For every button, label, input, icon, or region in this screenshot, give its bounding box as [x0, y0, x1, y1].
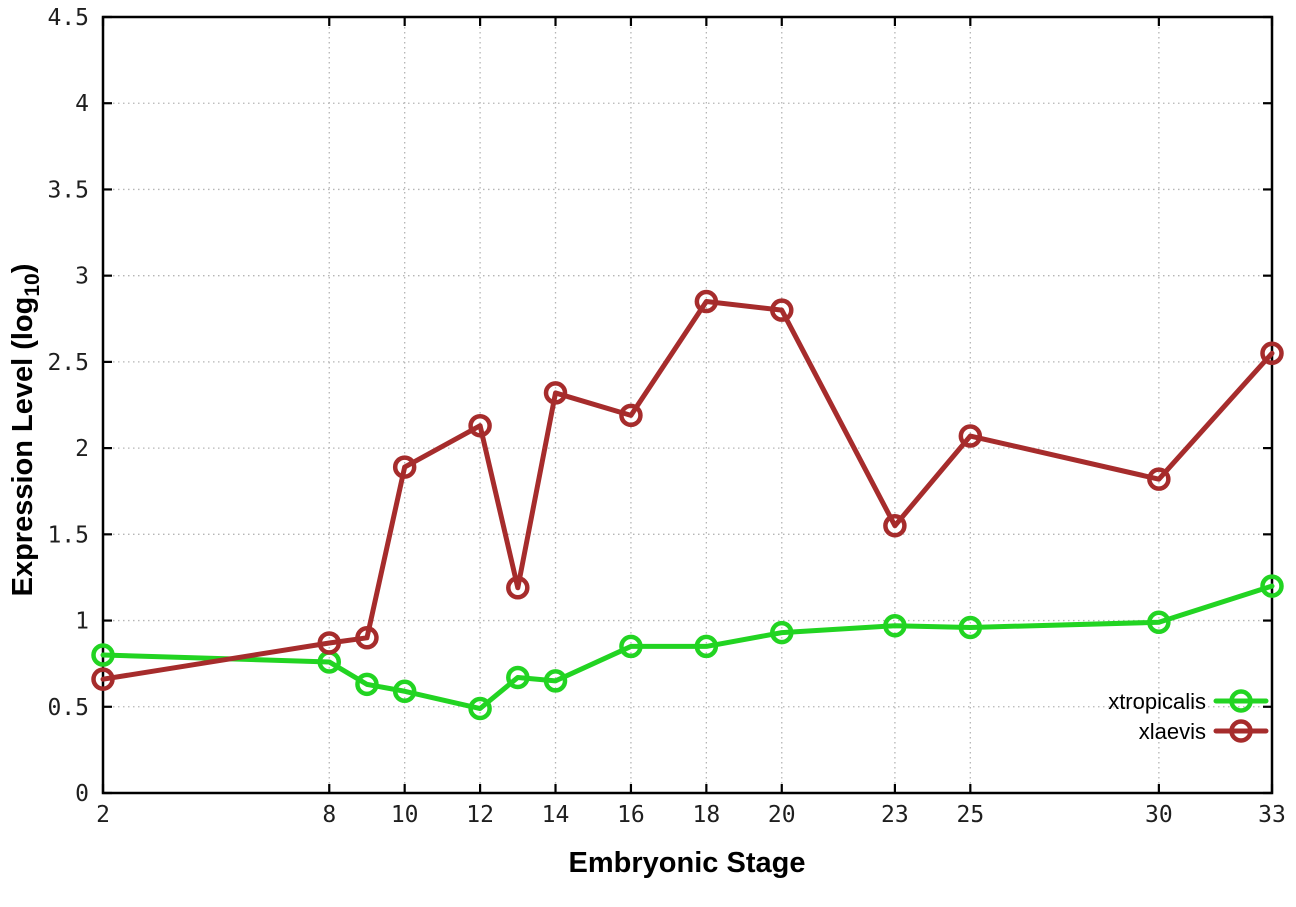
x-tick-label: 30 [1145, 802, 1173, 828]
data-point-xtropicalis [694, 634, 719, 659]
data-point-xtropicalis [355, 672, 379, 697]
y-tick-label: 0.5 [47, 695, 89, 721]
data-point-xtropicalis [91, 643, 115, 667]
x-tick-label: 10 [391, 802, 419, 828]
data-point-xlaevis [91, 667, 115, 691]
y-tick-label: 3 [75, 264, 89, 290]
x-tick-label: 23 [881, 802, 909, 828]
data-point-xlaevis [392, 455, 417, 479]
x-tick-label: 2 [96, 802, 110, 828]
y-tick-label: 4 [75, 91, 89, 117]
data-point-xlaevis [355, 626, 379, 650]
y-tick-label: 2 [75, 436, 89, 462]
data-point-xlaevis [543, 381, 568, 405]
data-point-xtropicalis [392, 679, 417, 704]
x-tick-label: 14 [542, 802, 570, 828]
legend-marker-xlaevis [1229, 719, 1253, 743]
series-line-xtropicalis [100, 583, 1275, 712]
x-tick-label: 20 [768, 802, 796, 828]
y-tick-label: 1.5 [47, 522, 89, 548]
data-point-xlaevis [770, 298, 794, 322]
data-point-xlaevis [694, 289, 719, 314]
data-point-xlaevis [506, 576, 530, 600]
legend-label-xtropicalis: xtropicalis [1108, 689, 1206, 714]
x-tick-label: 18 [693, 802, 721, 828]
data-point-xlaevis [883, 513, 907, 538]
series-line-xlaevis [100, 299, 1275, 682]
data-point-xtropicalis [958, 615, 983, 640]
y-tick-label: 1 [75, 609, 89, 635]
data-point-xtropicalis [1260, 574, 1284, 598]
data-point-xtropicalis [619, 634, 643, 659]
x-tick-label: 12 [466, 802, 494, 828]
data-point-xtropicalis [468, 696, 492, 721]
x-tick-label: 33 [1258, 802, 1286, 828]
data-point-xtropicalis [543, 669, 568, 693]
data-point-xtropicalis [506, 665, 530, 690]
data-point-xtropicalis [770, 620, 794, 645]
data-point-xlaevis [1260, 341, 1284, 366]
data-point-xlaevis [1147, 467, 1171, 491]
x-tick-label: 25 [956, 802, 984, 828]
data-point-xlaevis [468, 413, 492, 438]
plot-border [101, 15, 1274, 795]
data-point-xtropicalis [1147, 610, 1171, 635]
y-axis-title: Expression Level (log10) [7, 264, 44, 597]
data-point-xlaevis [317, 631, 342, 655]
x-tick-label: 16 [617, 802, 645, 828]
y-tick-label: 2.5 [47, 350, 89, 376]
plot-generated-layer: 2 8 10 12 14 16 18 20 23 25 30 33 0 0.5 1 1.5 2 2.5 3 3.5 4 4… [47, 5, 1285, 828]
data-point-xlaevis [619, 403, 643, 428]
y-axis-title-subscript: 10 [21, 273, 44, 296]
y-tick-label: 0 [75, 781, 89, 807]
y-tick-label: 4.5 [47, 5, 89, 31]
x-axis-title: Embryonic Stage [569, 847, 806, 879]
legend-label-xlaevis: xlaevis [1139, 719, 1206, 744]
y-axis-title-main: Expression Level (log [7, 297, 39, 597]
y-axis-title-close: ) [7, 264, 39, 274]
x-tick-label: 8 [322, 802, 336, 828]
y-tick-label: 3.5 [47, 177, 89, 203]
data-point-xtropicalis [883, 613, 907, 638]
legend-marker-xtropicalis [1229, 689, 1253, 713]
data-point-xlaevis [958, 424, 983, 448]
